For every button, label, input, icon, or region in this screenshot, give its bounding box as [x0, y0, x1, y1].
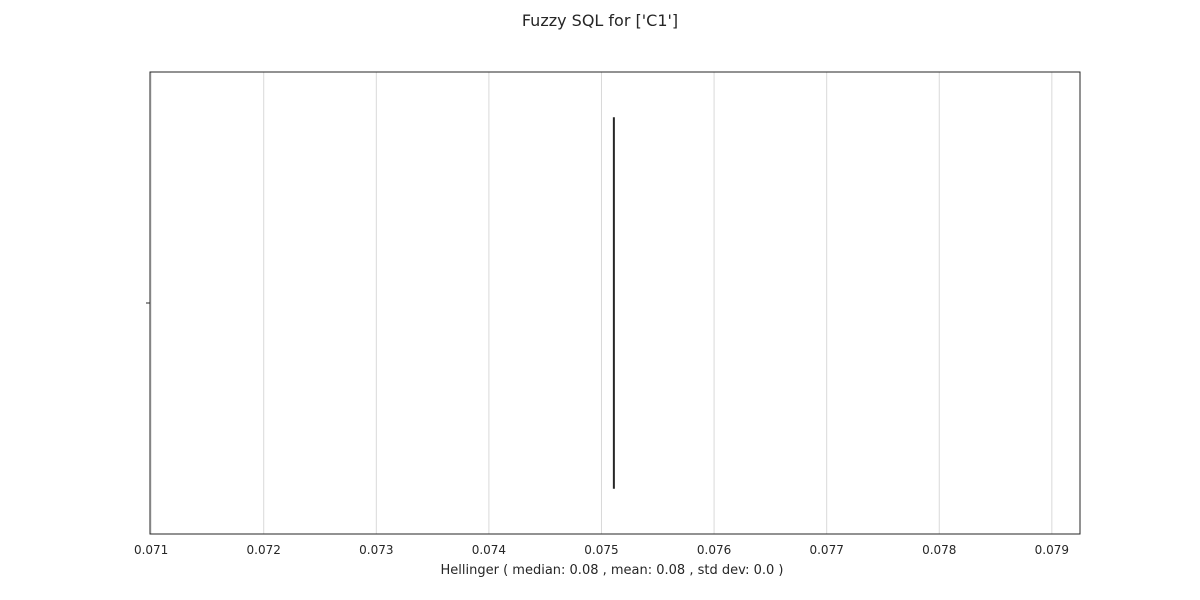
x-tick-label: 0.077: [809, 543, 843, 557]
plot-frame: [149, 71, 1081, 535]
x-tick-label: 0.078: [922, 543, 956, 557]
x-tick-label: 0.071: [134, 543, 168, 557]
x-axis-ticks: 0.071 0.072 0.073 0.074 0.075 0.076 0.077 0.078…: [134, 543, 1069, 557]
x-tick-label: 0.075: [584, 543, 618, 557]
x-axis-label: Hellinger ( median: 0.08 , mean: 0.08 , …: [441, 563, 784, 578]
x-tick-label: 0.076: [697, 543, 731, 557]
x-tick-label: 0.074: [472, 543, 506, 557]
chart-title: Fuzzy SQL for ['C1']: [522, 11, 678, 30]
x-tick-label: 0.073: [359, 543, 393, 557]
grid-lines: [150, 72, 1053, 534]
x-tick-label: 0.072: [247, 543, 281, 557]
x-tick-label: 0.079: [1035, 543, 1069, 557]
